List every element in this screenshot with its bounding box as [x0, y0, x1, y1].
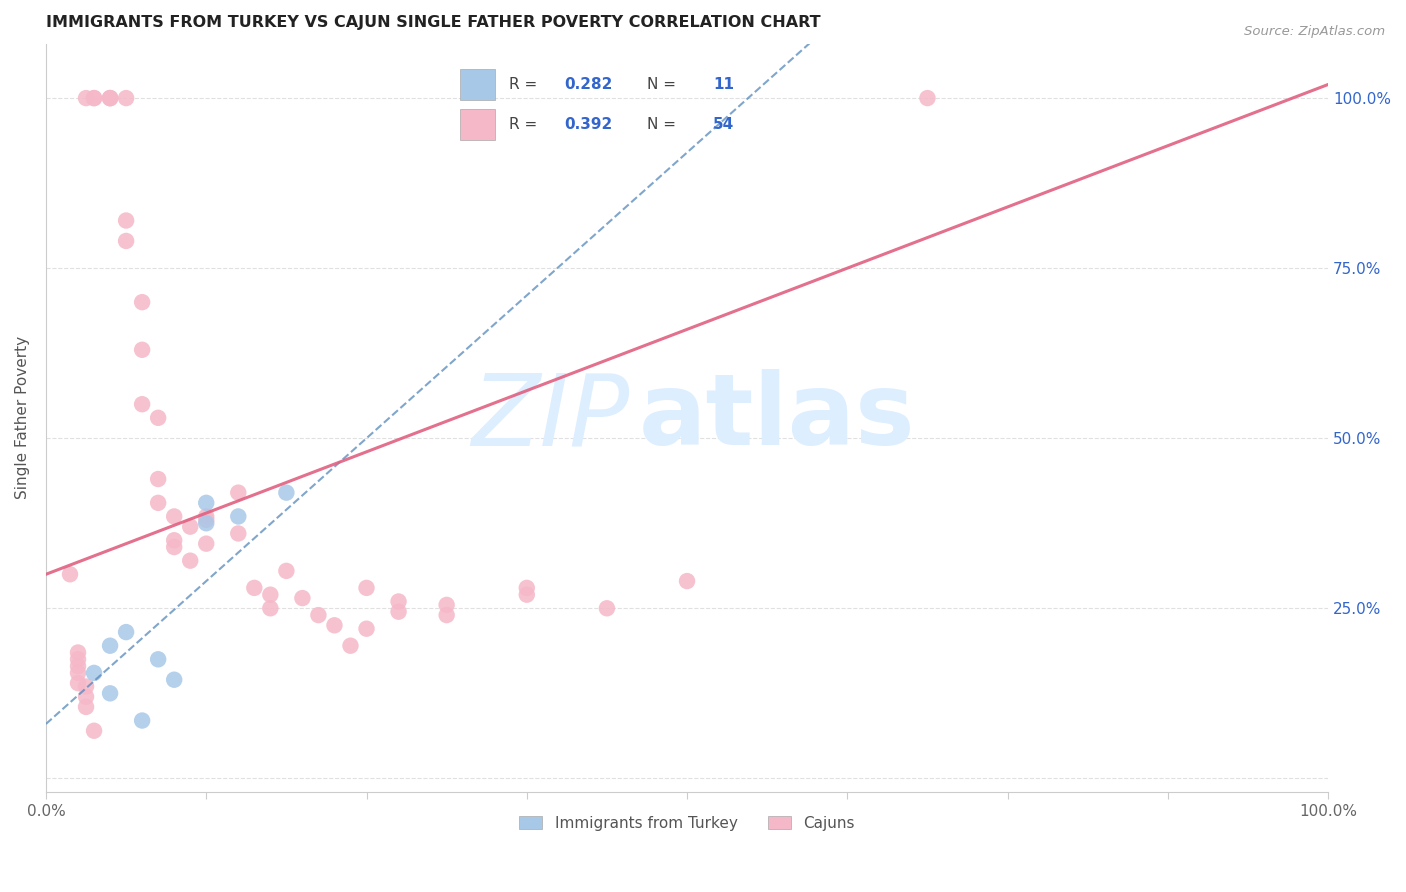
Point [243, 581, 266, 595]
Point [98, 686, 121, 700]
Point [131, 295, 153, 310]
Point [83, 723, 105, 738]
Point [195, 536, 218, 550]
Point [66, 676, 89, 690]
Point [195, 509, 218, 524]
Point [339, 639, 361, 653]
Point [917, 91, 939, 105]
Point [163, 673, 186, 687]
Point [75, 680, 97, 694]
Point [98, 91, 121, 105]
Point [83, 91, 105, 105]
Point [226, 509, 249, 524]
Point [66, 665, 89, 680]
Point [387, 594, 409, 608]
Point [226, 526, 249, 541]
Text: ZIP: ZIP [471, 369, 630, 467]
Point [75, 91, 97, 105]
Point [436, 608, 458, 623]
Point [195, 496, 218, 510]
Point [146, 496, 169, 510]
Point [596, 601, 619, 615]
Point [163, 540, 186, 554]
Point [131, 714, 153, 728]
Legend: Immigrants from Turkey, Cajuns: Immigrants from Turkey, Cajuns [513, 809, 860, 837]
Point [276, 485, 298, 500]
Point [226, 485, 249, 500]
Point [75, 690, 97, 704]
Point [83, 665, 105, 680]
Point [146, 472, 169, 486]
Point [131, 397, 153, 411]
Point [163, 509, 186, 524]
Point [323, 618, 346, 632]
Point [276, 564, 298, 578]
Point [179, 554, 201, 568]
Point [66, 652, 89, 666]
Point [98, 91, 121, 105]
Text: Source: ZipAtlas.com: Source: ZipAtlas.com [1244, 25, 1385, 38]
Point [356, 581, 378, 595]
Point [195, 516, 218, 531]
Point [307, 608, 329, 623]
Point [195, 513, 218, 527]
Point [66, 659, 89, 673]
Point [75, 700, 97, 714]
Point [259, 601, 281, 615]
Point [291, 591, 314, 605]
Text: IMMIGRANTS FROM TURKEY VS CAJUN SINGLE FATHER POVERTY CORRELATION CHART: IMMIGRANTS FROM TURKEY VS CAJUN SINGLE F… [46, 15, 821, 30]
Text: atlas: atlas [638, 369, 915, 467]
Point [146, 410, 169, 425]
Point [516, 581, 538, 595]
Point [59, 567, 82, 582]
Point [163, 533, 186, 548]
Point [516, 588, 538, 602]
Point [131, 343, 153, 357]
Point [115, 213, 138, 227]
Point [98, 639, 121, 653]
Point [356, 622, 378, 636]
Point [436, 598, 458, 612]
Point [66, 646, 89, 660]
Point [115, 234, 138, 248]
Point [259, 588, 281, 602]
Point [676, 574, 699, 588]
Point [83, 91, 105, 105]
Point [115, 625, 138, 640]
Point [98, 91, 121, 105]
Point [387, 605, 409, 619]
Y-axis label: Single Father Poverty: Single Father Poverty [15, 336, 30, 500]
Point [146, 652, 169, 666]
Point [179, 519, 201, 533]
Point [115, 91, 138, 105]
